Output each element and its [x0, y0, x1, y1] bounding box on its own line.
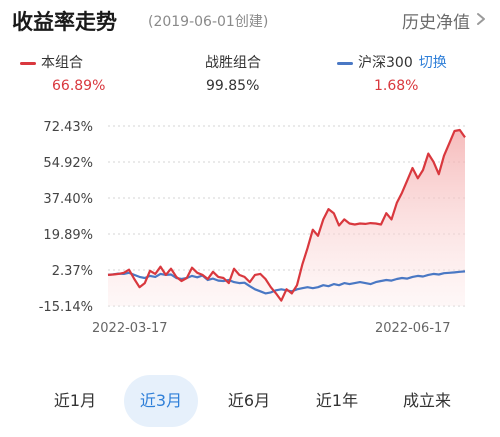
tab-1-month[interactable]: 近1月	[53, 391, 97, 410]
legend-benchmark-name: 沪深300	[358, 55, 413, 71]
tab-6-months[interactable]: 近6月	[227, 391, 271, 410]
tab-3-months[interactable]: 近3月	[124, 375, 198, 427]
legend-portfolio-name: 本组合	[41, 55, 83, 71]
y-tick-label: 19.89%	[43, 228, 93, 243]
y-tick-label: 54.92%	[43, 156, 93, 171]
y-tick-label: -15.14%	[39, 300, 93, 315]
blue-line-icon	[337, 61, 353, 65]
legend-item-beat: 战胜组合	[205, 52, 261, 72]
legend-benchmark-value: 1.68%	[374, 78, 419, 94]
legend: 本组合 66.89% 战胜组合 99.85% 沪深300 切换 1.68%	[0, 52, 500, 97]
switch-benchmark-button[interactable]: 切换	[418, 55, 447, 71]
x-axis-start-label: 2022-03-17	[92, 321, 168, 336]
chevron-right-icon[interactable]	[474, 12, 488, 26]
return-line-chart: 72.43% 54.92% 37.40% 19.89% 2.37% -15.14%	[39, 120, 466, 315]
y-tick-label: 72.43%	[43, 120, 93, 135]
tab-since-inception[interactable]: 成立来	[402, 391, 451, 410]
legend-portfolio-value: 66.89%	[52, 78, 106, 94]
page-title: 收益率走势	[12, 10, 117, 34]
portfolio-line	[107, 128, 466, 302]
legend-item-benchmark: 沪深300 切换	[337, 52, 447, 72]
legend-beat-value: 99.85%	[206, 78, 260, 94]
history-nav-link[interactable]: 历史净值	[402, 13, 470, 33]
red-line-icon	[20, 61, 36, 65]
portfolio-area	[108, 130, 465, 306]
y-axis-ticks: 72.43% 54.92% 37.40% 19.89% 2.37% -15.14%	[39, 120, 93, 315]
period-tabs: 近1月 近3月 近6月 近1年 成立来	[0, 375, 500, 427]
x-axis-end-label: 2022-06-17	[375, 321, 451, 336]
y-tick-label: 2.37%	[52, 264, 93, 279]
y-tick-label: 37.40%	[43, 192, 93, 207]
chart-header: 收益率走势 (2019-06-01创建) 历史净值	[0, 0, 500, 40]
created-date: (2019-06-01创建)	[148, 14, 269, 30]
tab-1-year[interactable]: 近1年	[315, 391, 359, 410]
legend-item-portfolio: 本组合	[20, 52, 83, 72]
legend-beat-name: 战胜组合	[205, 55, 261, 71]
